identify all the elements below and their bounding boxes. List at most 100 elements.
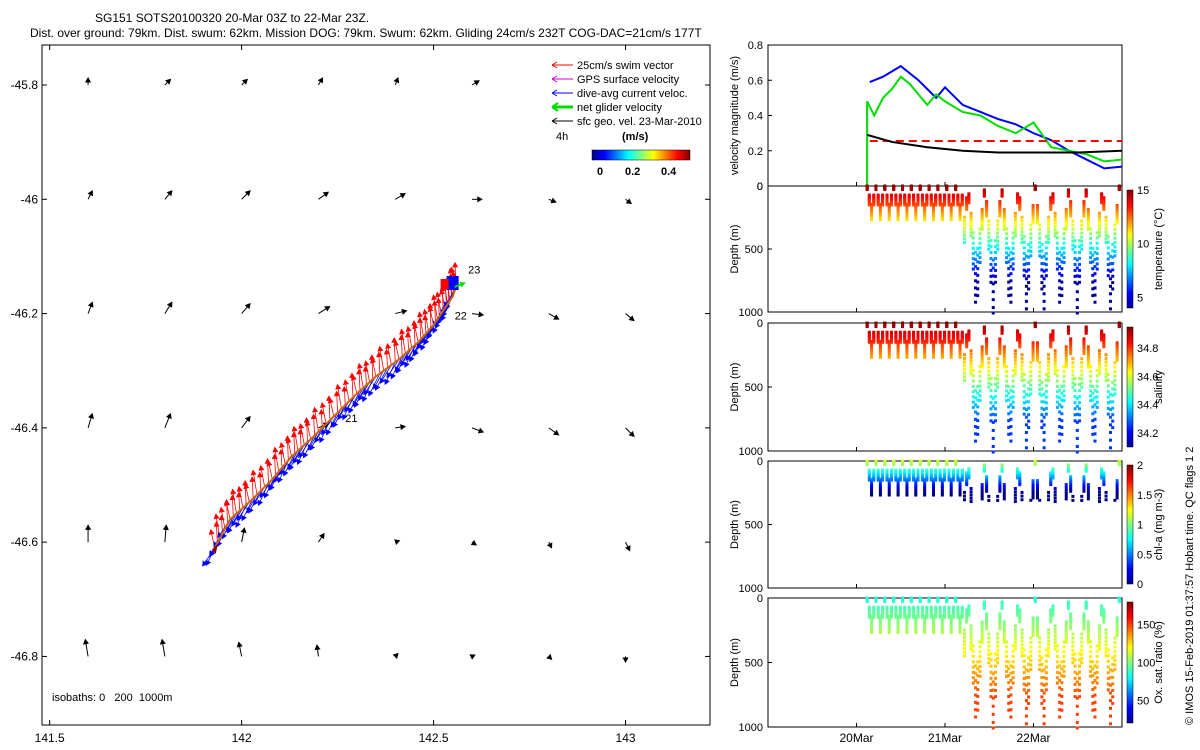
- dac-arrow-head: [342, 414, 348, 421]
- data-point: [876, 615, 880, 619]
- colorbar-tick-label: 1: [1137, 520, 1143, 532]
- data-point: [1049, 474, 1053, 478]
- data-point: [1044, 682, 1048, 686]
- data-point: [1078, 401, 1082, 405]
- data-point: [1104, 226, 1108, 230]
- track-line: [213, 284, 458, 549]
- data-point: [1111, 419, 1115, 423]
- data-point: [901, 188, 905, 192]
- data-point: [1062, 379, 1066, 383]
- data-point: [1064, 365, 1068, 369]
- swim-arrow-head: [304, 420, 311, 427]
- data-point: [1058, 664, 1062, 668]
- data-point: [1055, 400, 1059, 404]
- data-point: [1029, 232, 1033, 236]
- data-point: [1102, 196, 1106, 200]
- data-point: [1040, 400, 1044, 404]
- data-point: [1009, 671, 1013, 675]
- data-point: [892, 325, 896, 329]
- data-point: [1029, 236, 1033, 240]
- data-point: [1027, 274, 1031, 278]
- data-point: [1091, 294, 1095, 298]
- data-point: [974, 715, 978, 719]
- data-point: [1058, 439, 1062, 443]
- data-point: [1108, 307, 1112, 311]
- data-point: [998, 487, 1002, 491]
- data-point: [1031, 356, 1035, 360]
- data-point: [1102, 474, 1106, 478]
- data-point: [905, 346, 909, 350]
- data-point: [940, 477, 944, 481]
- current-arrow-head: [393, 77, 400, 84]
- data-point: [870, 493, 874, 497]
- data-point: [1049, 199, 1053, 203]
- data-point: [1040, 262, 1044, 266]
- data-point: [969, 211, 973, 215]
- data-point: [1080, 239, 1084, 243]
- data-point: [965, 608, 969, 612]
- data-point: [1066, 194, 1070, 198]
- data-point: [870, 351, 874, 355]
- data-point: [1042, 269, 1046, 273]
- data-point: [1089, 674, 1093, 678]
- data-point: [1108, 400, 1112, 404]
- data-point: [1089, 399, 1093, 403]
- data-point: [1053, 211, 1057, 215]
- data-point: [1007, 708, 1011, 712]
- data-point: [974, 388, 978, 392]
- data-point: [985, 339, 989, 343]
- data-point: [912, 615, 916, 619]
- data-point: [1106, 268, 1110, 272]
- data-point: [1095, 655, 1099, 659]
- swim-arrow-head: [393, 340, 399, 347]
- data-point: [971, 655, 975, 659]
- data-point: [1007, 405, 1011, 409]
- data-point: [1102, 343, 1106, 347]
- data-point: [1106, 406, 1110, 410]
- data-point: [1027, 281, 1031, 285]
- data-point: [996, 231, 1000, 235]
- colorbar-label: salinity: [1153, 370, 1165, 404]
- data-point: [1082, 475, 1086, 479]
- data-point: [885, 478, 889, 482]
- data-point: [1075, 258, 1079, 262]
- data-point: [987, 361, 991, 365]
- data-point: [965, 483, 969, 487]
- data-point: [962, 632, 966, 636]
- data-point: [1040, 406, 1044, 410]
- data-point: [1086, 210, 1090, 214]
- data-point: [1005, 384, 1009, 388]
- data-point: [1060, 687, 1064, 691]
- dac-arrow-head: [231, 520, 237, 527]
- data-point: [1086, 365, 1090, 369]
- data-point: [1097, 372, 1101, 376]
- data-point: [896, 211, 900, 215]
- data-point: [1086, 491, 1090, 495]
- data-point: [989, 682, 993, 686]
- data-point: [1020, 364, 1024, 368]
- data-point: [923, 629, 927, 633]
- data-point: [980, 497, 984, 501]
- data-point: [996, 243, 1000, 247]
- data-point: [1020, 219, 1024, 223]
- data-point: [931, 207, 935, 211]
- data-point: [1102, 345, 1106, 349]
- data-point: [949, 207, 953, 211]
- data-point: [1047, 230, 1051, 234]
- current-arrow-head: [166, 190, 173, 197]
- data-point: [949, 339, 953, 343]
- track-start-marker: [211, 543, 218, 554]
- data-point: [940, 626, 944, 630]
- data-point: [954, 463, 958, 467]
- dac-arrow-head: [379, 377, 386, 384]
- data-point: [1075, 688, 1079, 692]
- data-point: [1093, 671, 1097, 675]
- data-point: [1062, 655, 1066, 659]
- data-point: [931, 202, 935, 206]
- data-point: [1020, 654, 1024, 658]
- data-point: [960, 340, 964, 344]
- data-point: [1106, 682, 1110, 686]
- data-point: [1106, 654, 1110, 658]
- data-point: [1018, 197, 1022, 201]
- swim-arrow-head: [272, 446, 279, 453]
